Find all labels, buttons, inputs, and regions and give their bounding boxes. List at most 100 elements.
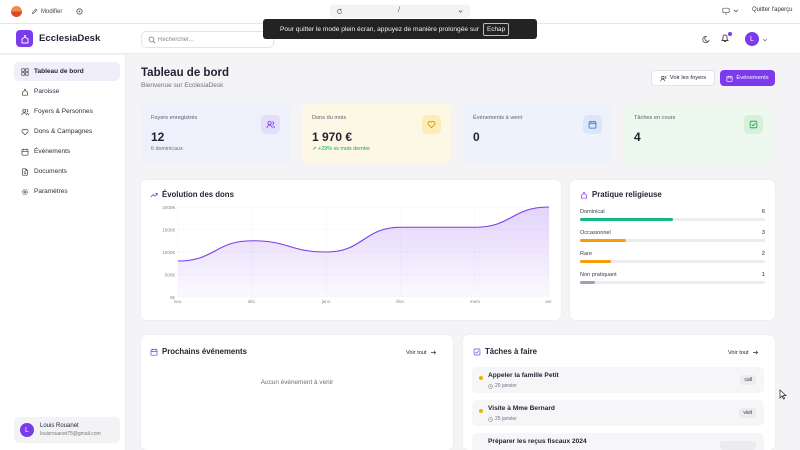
chevron-down-icon[interactable] [457, 8, 464, 15]
priority-dot [479, 409, 483, 413]
users-icon [266, 121, 275, 129]
page-title: Tableau de bord [141, 67, 229, 79]
practice-bar-fill [580, 281, 596, 284]
chevron-down-icon [733, 9, 739, 13]
trend-up-icon [150, 192, 158, 197]
sidebar-item-events[interactable]: Événements [14, 142, 120, 161]
sidebar-item-label: Paroisse [34, 88, 60, 95]
stat-card-households[interactable]: Foyers enregistrés 12 6 dominicaux [141, 104, 290, 163]
calendar-icon [726, 75, 733, 82]
settings-icon[interactable] [75, 7, 84, 16]
arrow-right-icon [430, 350, 436, 355]
stat-subtext: 6 dominicaux [151, 146, 183, 152]
task-title: Visite à Mme Bernard [488, 405, 555, 412]
clock-icon [488, 416, 493, 422]
sidebar: Tableau de bord Paroisse Foyers & Person… [0, 55, 126, 450]
sidebar-item-dashboard[interactable]: Tableau de bord [14, 62, 120, 81]
practice-label: Non pratiquant [580, 272, 617, 278]
user-avatar[interactable]: L [745, 32, 759, 46]
url-bar[interactable]: / [330, 5, 470, 18]
practice-label: Rare [580, 251, 593, 257]
sidebar-item-label: Documents [34, 168, 67, 175]
moon-icon[interactable] [702, 35, 711, 44]
sidebar-item-donations[interactable]: Dons & Campagnes [14, 122, 120, 141]
search-box[interactable] [141, 31, 274, 48]
priority-dot [479, 376, 483, 380]
reload-icon[interactable] [336, 8, 343, 15]
practice-bar-track [580, 239, 765, 242]
y-tick-label: 0€ [170, 295, 176, 300]
area-fill [178, 207, 549, 297]
stat-card-donations[interactable]: Dons du mois 1 970 € ↗ +29% vs mois dern… [302, 104, 451, 163]
view-households-button[interactable]: Voir les foyers [651, 70, 715, 86]
sidebar-user-card[interactable]: L Louis Rouanet louisrouanet75@gmail.com [14, 417, 120, 443]
sidebar-item-label: Tableau de bord [34, 68, 84, 75]
quit-preview-button[interactable]: Quitter l'aperçu [752, 7, 793, 13]
chart-title: Évolution des dons [162, 190, 234, 199]
app-logo[interactable] [16, 30, 33, 47]
task-title: Appeler la famille Petit [488, 372, 559, 379]
task-type-badge [720, 441, 756, 450]
sidebar-item-settings[interactable]: Paramètres [14, 182, 120, 201]
user-email: louisrouanet75@gmail.com [40, 431, 101, 437]
sidebar-item-parish[interactable]: Paroisse [14, 82, 120, 101]
task-type-badge: call [740, 375, 756, 385]
events-button-label: Événements [736, 75, 769, 81]
practice-count: 6 [761, 209, 765, 215]
x-tick-label: janv. [321, 299, 331, 304]
practice-bar-track [580, 218, 765, 221]
avatar: L [20, 423, 34, 437]
events-see-all-link[interactable]: Voir tout [406, 349, 437, 356]
y-tick-label: 500€ [165, 272, 176, 277]
device-selector[interactable] [722, 7, 740, 15]
see-all-label: Voir tout [728, 349, 749, 356]
stat-icon-box [422, 115, 441, 134]
task-date: 20 janvier [488, 383, 517, 389]
tasks-see-all-link[interactable]: Voir tout [728, 349, 759, 356]
calendar-icon [588, 120, 597, 129]
chevron-down-icon[interactable] [762, 37, 768, 43]
stat-card-tasks[interactable]: Tâches en cours 4 [624, 104, 773, 163]
fullscreen-notice-text: Pour quitter le mode plein écran, appuye… [280, 25, 480, 33]
user-name: Louis Rouanet [40, 423, 79, 429]
church-icon [581, 191, 587, 199]
donations-chart-card: Évolution des dons 0€ 500€ 1000€ 1500€ 2000€… [141, 180, 561, 320]
heart-icon [427, 121, 436, 129]
y-tick-label: 1000€ [162, 250, 175, 255]
y-tick-label: 1500€ [162, 227, 175, 232]
stat-trend-text: +29% vs mois dernier [318, 146, 370, 152]
sidebar-item-households[interactable]: Foyers & Personnes [14, 102, 120, 121]
stat-card-events[interactable]: Événements à venir 0 [463, 104, 612, 163]
sidebar-item-documents[interactable]: Documents [14, 162, 120, 181]
task-title: Préparer les reçus fiscaux 2024 [488, 438, 587, 445]
practice-bar-fill [580, 218, 673, 221]
heart-icon [21, 128, 29, 135]
stat-label: Foyers enregistrés [151, 115, 198, 121]
task-item[interactable]: Appeler la famille Petit 20 janvier call [472, 367, 764, 393]
stat-value: 4 [634, 130, 641, 144]
check-square-icon [473, 348, 481, 355]
stat-trend: ↗ +29% vs mois dernier [312, 146, 370, 152]
events-button[interactable]: Événements [720, 70, 775, 86]
practice-label: Dominical [580, 209, 605, 215]
bell-icon[interactable] [720, 33, 730, 43]
sidebar-item-label: Paramètres [34, 188, 68, 195]
gear-icon [22, 188, 28, 195]
edit-label: Modifier [41, 8, 63, 15]
search-icon [148, 36, 156, 44]
stat-label: Événements à venir [473, 115, 523, 121]
task-date-text: 20 janvier [495, 383, 517, 389]
task-item[interactable]: Visite à Mme Bernard 25 janvier visit [472, 400, 764, 426]
search-input[interactable] [158, 34, 268, 45]
religious-practice-card: Pratique religieuse Dominical 6 Occasionne… [570, 180, 775, 320]
account-avatar[interactable] [11, 6, 22, 17]
x-tick-label: avr. [545, 299, 552, 304]
edit-button[interactable]: Modifier [31, 8, 62, 15]
app-name: EcclesiaDesk [39, 33, 101, 44]
task-item[interactable]: Préparer les reçus fiscaux 2024 [472, 433, 764, 450]
trend-up-icon: ↗ [312, 146, 319, 152]
x-tick-label: mars [470, 299, 481, 304]
donations-area-chart: 0€ 500€ 1000€ 1500€ 2000€ nov. déc. janv. févr. m… [162, 205, 552, 304]
mouse-cursor-icon [779, 389, 787, 400]
sidebar-item-label: Foyers & Personnes [34, 108, 93, 115]
